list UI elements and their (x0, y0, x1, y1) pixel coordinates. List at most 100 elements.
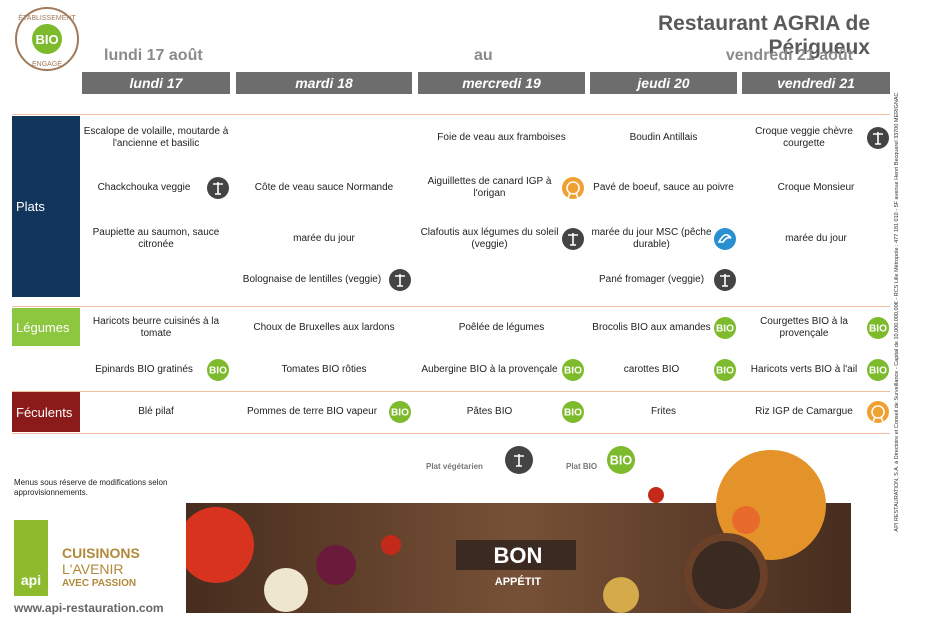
veggie-icon (207, 177, 229, 199)
dish: Escalope de volaille, moutarde à l'ancie… (83, 126, 229, 149)
menu-cell: Croque Monsieur (742, 166, 890, 210)
legend-label: Plat végétarien (426, 462, 483, 471)
menu-cell: Pané fromager (veggie) (590, 262, 737, 297)
bio-icon: BIO (389, 401, 411, 423)
bio-badge: BIO ÉTABLISSEMENT ENGAGÉ (15, 7, 79, 71)
bio-icon-text: BIO (716, 324, 734, 335)
menu-cell: Pavé de boeuf, sauce au poivre (590, 166, 737, 210)
date-to: vendredi 21 août (725, 47, 853, 64)
footer-note: Menus sous réserve de modifications selo… (14, 478, 168, 497)
separator (12, 433, 890, 434)
dish: Pané fromager (veggie) (598, 273, 705, 285)
bio-icon-text: BIO (209, 366, 227, 377)
menu-cell: carottes BIO BIO (590, 350, 737, 390)
bio-icon: BIO (562, 401, 584, 423)
bio-icon: BIO (207, 359, 229, 381)
day-header: vendredi 21 (742, 72, 890, 94)
legend-icon: BIO (606, 445, 636, 480)
dish: Bolognaise de lentilles (veggie) (242, 273, 382, 285)
banner: BON APPÉTIT (186, 450, 851, 613)
bio-icon-text: BIO (391, 408, 409, 419)
menu-cell: Foie de veau aux framboises (418, 116, 585, 160)
menu-cell: Brocolis BIO aux amandes BIO (590, 308, 737, 348)
dish: Epinards BIO gratinés (95, 364, 193, 375)
dish: Croque Monsieur (777, 182, 855, 193)
title: Restaurant AGRIA de Périgueux (658, 12, 870, 59)
veggie-icon (505, 446, 533, 474)
igp-icon (562, 177, 584, 199)
bio-icon-text: BIO (610, 454, 633, 468)
slogan: CUISINONS (62, 545, 140, 561)
dish: Croque veggie chèvre courgette (755, 126, 853, 149)
menu-cell: Croque veggie chèvre courgette (742, 116, 890, 160)
dish: Pommes de terre BIO vapeur (246, 406, 378, 417)
dish: Poêlée de légumes (458, 322, 545, 333)
menu-cell: Escalope de volaille, moutarde à l'ancie… (82, 116, 230, 160)
menu-cell: Chackchouka veggie (82, 166, 230, 210)
day-header: lundi 17 (82, 72, 230, 94)
bio-icon-text: BIO (564, 366, 582, 377)
menu-cell: Boudin Antillais (590, 116, 737, 160)
bio-icon: BIO (714, 317, 736, 339)
bio-icon-text: BIO (869, 324, 887, 335)
section-label: Plats (12, 116, 80, 297)
day-header: mercredi 19 (418, 72, 585, 94)
menu-cell: Poêlée de légumes (418, 308, 585, 348)
slogan: L'AVENIR (62, 561, 124, 577)
menu-cell: Haricots beurre cuisinés à la tomate (82, 308, 230, 348)
section-label: Féculents (12, 392, 80, 432)
dish: Riz IGP de Camargue (755, 406, 853, 417)
dish: Aubergine BIO à la provençale (421, 364, 558, 375)
menu-cell: Frites (590, 392, 737, 432)
dish: carottes BIO (623, 364, 680, 375)
banner-text: APPÉTIT (495, 575, 542, 588)
day-header: jeudi 20 (590, 72, 737, 94)
bio-icon: BIO (867, 317, 889, 339)
legend-label: Plat BIO (566, 462, 598, 471)
menu-cell: Blé pilaf (82, 392, 230, 432)
dish: Frites (651, 406, 676, 417)
menu-cell: Clafoutis aux légumes du soleil (veggie) (418, 216, 585, 262)
dish: Clafoutis aux légumes du soleil (veggie) (420, 227, 559, 250)
separator (12, 391, 890, 392)
dish: Paupiette au saumon, sauce citronée (92, 227, 220, 250)
dish: Brocolis BIO aux amandes (592, 322, 711, 333)
badge-top: ÉTABLISSEMENT (18, 13, 76, 22)
menu-cell: Haricots verts BIO à l'ail BIO (742, 350, 890, 390)
section-label: Légumes (12, 308, 80, 346)
api-logo: api (14, 520, 48, 596)
badge-bottom: ENGAGÉ (32, 59, 62, 68)
menu-cell: Choux de Bruxelles aux lardons (236, 308, 412, 348)
bio-icon: BIO (867, 359, 889, 381)
menu-cell: Paupiette au saumon, sauce citronée (82, 216, 230, 262)
veggie-icon (867, 127, 889, 149)
menu-cell: Pommes de terre BIO vapeur BIO (236, 392, 412, 432)
veggie-icon (714, 268, 736, 291)
day-header: mardi 18 (236, 72, 412, 94)
menu-cell: Bolognaise de lentilles (veggie) (236, 262, 412, 297)
menu-cell: marée du jour MSC (pêche durable) (590, 216, 737, 262)
menu-cell: marée du jour (742, 216, 890, 262)
bio-icon: BIO (607, 446, 635, 474)
dish: Haricots verts BIO à l'ail (750, 364, 858, 375)
dish: Aiguillettes de canard IGP à l'origan (427, 176, 552, 199)
dish: Boudin Antillais (629, 132, 698, 143)
separator (12, 306, 890, 307)
menu-cell: Pâtes BIO BIO (418, 392, 585, 432)
bio-icon-text: BIO (716, 366, 734, 377)
dish: marée du jour MSC (pêche durable) (591, 227, 712, 250)
dish: Côte de veau sauce Normande (254, 182, 394, 193)
dish: Choux de Bruxelles aux lardons (253, 322, 395, 333)
menu-cell: marée du jour (236, 216, 412, 262)
dish: Haricots beurre cuisinés à la tomate (92, 316, 220, 339)
dish: marée du jour (785, 233, 847, 244)
menu-cell: Aubergine BIO à la provençale BIO (418, 350, 585, 390)
legend-icon (504, 445, 534, 480)
date-from: lundi 17 août (104, 47, 203, 64)
dish: Pavé de boeuf, sauce au poivre (593, 182, 734, 193)
legal: API RESTAURATION, S.A. à Directoire et C… (894, 92, 900, 532)
bio-icon-text: BIO (869, 366, 887, 377)
dish: Courgettes BIO à la provençale (760, 316, 848, 339)
msc-icon (714, 228, 736, 250)
dish: Tomates BIO rôties (281, 364, 367, 375)
